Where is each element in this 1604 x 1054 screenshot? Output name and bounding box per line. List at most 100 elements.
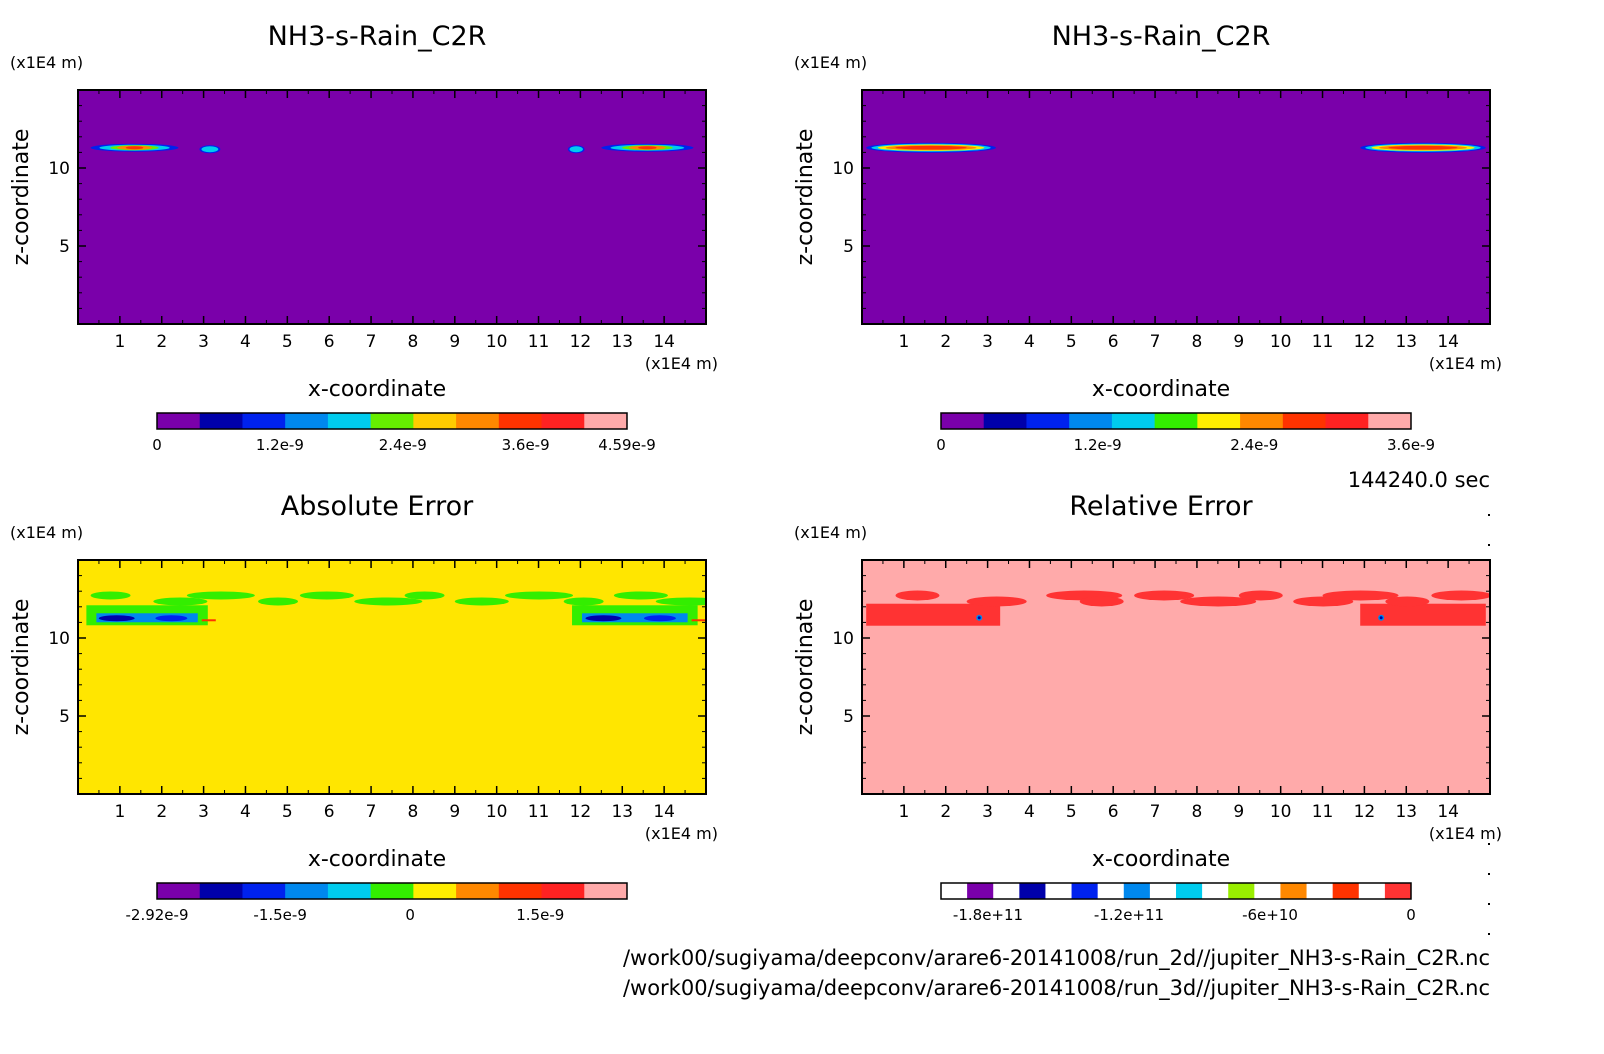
x-tick-label: 7 (366, 802, 377, 822)
colorbar-swatch (941, 883, 968, 899)
contour-band (186, 591, 255, 600)
x-tick-label: 12 (570, 802, 592, 822)
colorbar-swatch (327, 883, 372, 899)
plot-area (78, 90, 706, 324)
x-tick-label: 3 (982, 802, 993, 822)
x-tick-label: 13 (1395, 332, 1417, 352)
colorbar-swatch (1384, 883, 1412, 899)
x-tick-label: 6 (1108, 802, 1119, 822)
colorbar-label: 0 (152, 436, 162, 454)
colorbar-swatch (1368, 413, 1412, 429)
colorbar-label: 2.4e-9 (379, 436, 427, 454)
x-unit-label: (x1E4 m) (1429, 354, 1502, 373)
contour-band (866, 603, 1001, 626)
colorbar-frame (940, 882, 1412, 900)
y-tick-label: 5 (59, 237, 70, 257)
contour-band (98, 615, 135, 622)
x-tick-label: 10 (486, 332, 508, 352)
chart-panel: Relative Error(x1E4 m)1 2 3 4 5 6 7 8 9 10 11 12 13 1… (793, 491, 1502, 924)
x-tick-label: 8 (1192, 802, 1203, 822)
colorbar-label: 0 (936, 436, 946, 454)
colorbar-swatch (1123, 883, 1151, 899)
y-axis-label: z-coordinate (9, 129, 34, 266)
colorbar-swatch (1254, 883, 1281, 899)
contour-band (201, 146, 219, 153)
colorbar-swatch (199, 413, 243, 429)
contour-band (1079, 596, 1124, 607)
contour-band (1385, 596, 1430, 607)
contour-band (454, 597, 509, 606)
colorbar-swatch (1332, 883, 1360, 899)
contour-band (90, 591, 131, 600)
x-tick-label: 3 (198, 802, 209, 822)
x-tick-label: 14 (653, 332, 675, 352)
colorbar-swatch (199, 883, 243, 899)
y-tick-label: 10 (48, 629, 70, 649)
colorbar-label: -1.8e+11 (953, 906, 1023, 924)
contour-band (895, 145, 967, 150)
y-unit-label: (x1E4 m) (794, 53, 867, 72)
contour-band (1134, 590, 1195, 601)
plot-area (862, 90, 1490, 324)
x-tick-label: 1 (898, 802, 909, 822)
x-tick-label: 11 (1312, 802, 1334, 822)
contour-band (201, 619, 216, 622)
x-tick-label: 4 (1024, 332, 1035, 352)
contour-band (1431, 590, 1490, 601)
y-unit-label: (x1E4 m) (10, 53, 83, 72)
contour-band (1360, 603, 1486, 626)
colorbar-swatch (1202, 883, 1229, 899)
x-tick-label: 8 (1192, 332, 1203, 352)
x-axis-label: x-coordinate (308, 377, 446, 402)
x-tick-label: 9 (449, 332, 460, 352)
colorbar-swatch (1358, 883, 1386, 899)
x-tick-label: 2 (940, 332, 951, 352)
colorbar-swatch (285, 883, 329, 899)
colorbar-swatch (1154, 413, 1198, 429)
x-tick-label: 13 (1395, 802, 1417, 822)
contour-band (1180, 596, 1257, 607)
contour-band (966, 596, 1027, 607)
y-tick-label: 5 (843, 707, 854, 727)
colorbar-swatch (1045, 883, 1073, 899)
colorbar-swatch (1026, 413, 1070, 429)
chart-title: NH3-s-Rain_C2R (268, 21, 487, 52)
colorbar-swatch (157, 413, 201, 429)
contour-features (90, 143, 694, 154)
y-axis-label: z-coordinate (9, 599, 34, 736)
x-tick-label: 5 (1066, 802, 1077, 822)
colorbar-swatch (993, 883, 1020, 899)
contour-band (155, 615, 188, 622)
chart-title: NH3-s-Rain_C2R (1052, 21, 1271, 52)
colorbar-swatch (498, 883, 543, 899)
colorbar-frame (940, 412, 1412, 430)
x-tick-label: 3 (982, 332, 993, 352)
contour-band (299, 591, 354, 600)
x-axis-label: x-coordinate (1092, 847, 1230, 872)
contour-band (505, 591, 574, 600)
colorbar-frame (156, 412, 628, 430)
time-label: 144240.0 sec (1347, 468, 1490, 492)
margin-dot (1488, 903, 1490, 905)
colorbar-swatch (327, 413, 372, 429)
x-tick-label: 11 (1312, 332, 1334, 352)
colorbar-swatch (498, 413, 543, 429)
colorbar-swatch (285, 413, 329, 429)
colorbar-swatch (1280, 883, 1308, 899)
x-tick-label: 9 (449, 802, 460, 822)
colorbar-label: 1.2e-9 (1074, 436, 1122, 454)
plot-area (78, 560, 706, 794)
colorbar-label: 4.59e-9 (598, 436, 656, 454)
x-tick-label: 8 (408, 802, 419, 822)
colorbar-swatch (1228, 883, 1255, 899)
colorbar: 0 1.2e-9 2.4e-9 3.6e-9 4.59e-9 (152, 412, 656, 454)
colorbar-label: -2.92e-9 (126, 906, 189, 924)
margin-dot (1488, 514, 1490, 516)
x-tick-label: 14 (653, 802, 675, 822)
x-tick-label: 5 (282, 802, 293, 822)
contour-band (404, 591, 445, 600)
x-unit-label: (x1E4 m) (645, 354, 718, 373)
colorbar-swatch (1071, 883, 1099, 899)
file-path-run-2d: /work00/sugiyama/deepconv/arare6-2014100… (622, 946, 1490, 970)
contour-band (585, 615, 622, 622)
